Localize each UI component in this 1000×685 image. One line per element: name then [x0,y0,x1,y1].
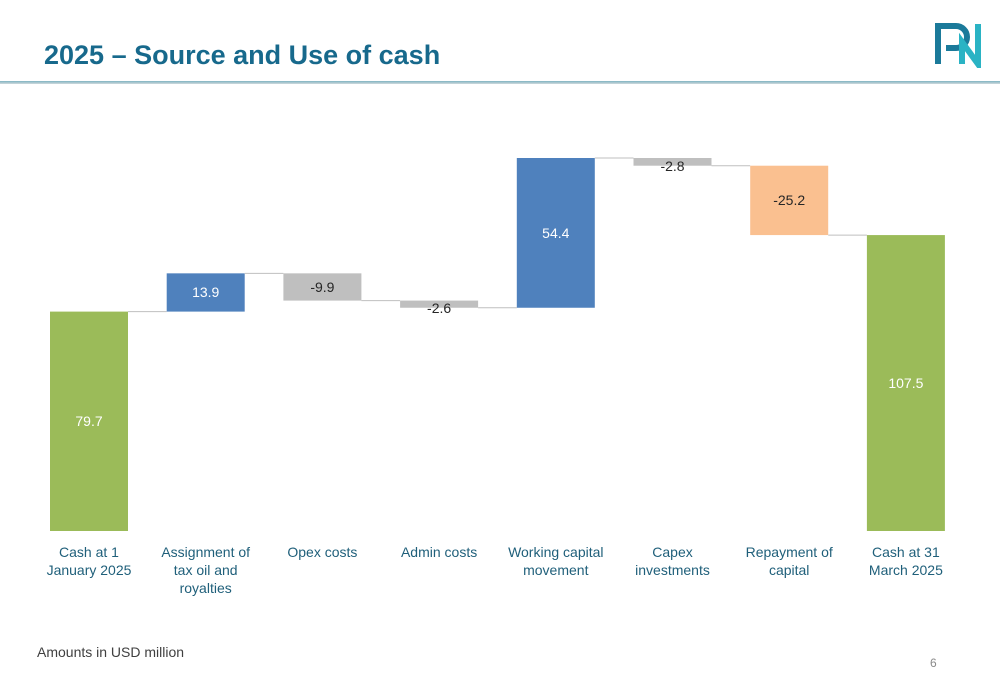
x-tick-label: Cash at 1 January 2025 [46,544,132,578]
x-tick-label: Repayment of capital [745,544,833,578]
data-label: -2.6 [427,300,452,317]
data-label: 107.5 [888,375,924,392]
header-rule [0,81,1000,84]
data-label: 54.4 [542,224,570,241]
bar [750,165,829,236]
bar [50,311,128,531]
data-label: -2.8 [660,157,685,174]
data-label: -25.2 [773,192,806,209]
bar [283,273,362,301]
x-tick-label: Cash at 31 March 2025 [868,544,943,578]
page-number: 6 [930,656,937,670]
x-tick-label: Opex costs [287,544,358,560]
data-label: 13.9 [192,284,220,301]
bar [866,235,945,531]
data-label: -9.9 [310,278,335,295]
x-tick-label: Capex investments [635,544,710,578]
bar [166,273,245,312]
x-tick-label: Admin costs [400,544,478,560]
footnote: Amounts in USD million [37,644,185,660]
bar [516,158,595,308]
x-tick-label: Assignment of tax oil and royalties [161,544,251,596]
data-label: 79.7 [75,413,103,430]
bar [633,158,712,166]
logo [935,23,981,68]
x-tick-label: Working capital movement [508,544,604,578]
bar [400,300,479,308]
slide-title: 2025 – Source and Use of cash [44,40,441,70]
